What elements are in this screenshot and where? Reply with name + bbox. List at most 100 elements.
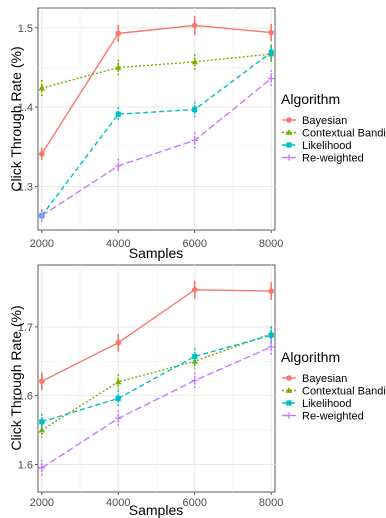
data-point	[191, 58, 198, 65]
x-tick-labels: 2000 4000 6000 8000	[30, 492, 283, 509]
minor-gridlines	[38, 265, 275, 492]
data-point	[268, 332, 274, 338]
chart-top: 1.3 1.4 1.5 2000 4000 6000 8000 Samples Click…	[8, 7, 386, 261]
series-bayesian	[39, 280, 274, 391]
data-point	[191, 357, 198, 364]
legend-key-marker	[285, 129, 293, 135]
legend-key-marker	[286, 117, 292, 123]
data-point	[39, 151, 45, 157]
y-tick-label: 1.5	[18, 23, 33, 35]
x-tick-label: 2000	[30, 497, 54, 509]
legend-key-marker	[286, 400, 292, 406]
data-point	[38, 464, 46, 472]
data-point	[115, 378, 122, 385]
legend-item-bayesian: Bayesian	[282, 115, 347, 127]
chart-bottom: 1.6 1.6 1.7 2000 4000 6000 8000 Samples Click…	[8, 264, 386, 518]
x-tick-label: 4000	[106, 497, 130, 509]
series-line-bayesian	[41, 24, 272, 155]
legend-item-contextual-bandit: Contextual Bandit	[282, 128, 386, 140]
legend-label: Contextual Bandit	[302, 128, 386, 140]
x-axis-title: Samples	[129, 502, 183, 518]
series-re-weighted	[38, 69, 275, 223]
data-point	[38, 212, 46, 219]
legend-label: Likelihood	[302, 398, 352, 410]
y-tick-label: 1.6	[18, 459, 33, 471]
y-tick-labels: 1.6 1.6 1.7	[18, 322, 38, 471]
series-layer	[38, 280, 275, 477]
data-point	[39, 378, 45, 385]
data-point	[267, 75, 275, 82]
data-point	[191, 22, 198, 29]
legend-item-re-weighted: Re-weighted	[282, 411, 364, 423]
y-axis-title: Click Through Rate (%)	[8, 305, 24, 450]
y-tick-label: 1.6	[18, 391, 33, 403]
data-point	[268, 29, 274, 36]
y-tick-label: 1.7	[18, 322, 33, 334]
legend-key-marker	[285, 387, 293, 393]
data-point	[39, 419, 45, 425]
data-point	[115, 395, 121, 402]
data-point	[192, 106, 198, 113]
series-line-re-weighted	[41, 346, 272, 469]
x-tick-label: 8000	[259, 497, 283, 509]
legend-item-contextual-bandit: Contextual Bandit	[282, 386, 386, 398]
legend-item-bayesian: Bayesian	[282, 373, 347, 385]
legend-key-marker	[286, 375, 292, 381]
series-line-re-weighted	[41, 78, 272, 217]
data-point	[115, 339, 122, 346]
x-tick-labels: 2000 4000 6000 8000	[30, 230, 283, 250]
data-point	[38, 426, 46, 433]
data-point	[268, 288, 274, 294]
data-point	[115, 111, 121, 117]
legend-key-marker	[285, 412, 293, 419]
data-point	[192, 353, 198, 360]
legend-title: Algorithm	[281, 91, 340, 107]
legend-label: Re-weighted	[302, 153, 364, 165]
legend-key-marker	[285, 154, 293, 161]
series-bayesian	[39, 15, 274, 161]
y-tick-labels: 1.3 1.4 1.5	[18, 23, 38, 193]
data-point	[115, 64, 122, 70]
x-tick-label: 4000	[106, 238, 130, 250]
data-point	[115, 415, 122, 422]
legend-item-likelihood: Likelihood	[282, 398, 352, 410]
x-tick-label: 6000	[182, 497, 206, 509]
x-tick-label: 2000	[30, 238, 54, 250]
data-point	[267, 343, 275, 351]
legend-label: Likelihood	[302, 140, 352, 152]
y-tick-label: 1.4	[18, 102, 33, 114]
series-line-contextual-bandit	[41, 53, 272, 89]
x-tick-label: 8000	[259, 238, 283, 250]
legend-item-re-weighted: Re-weighted	[282, 153, 364, 165]
legend-label: Re-weighted	[302, 411, 364, 423]
legend-title: Algorithm	[281, 349, 340, 365]
legend-item-likelihood: Likelihood	[282, 140, 352, 152]
data-point	[38, 84, 46, 91]
data-point	[115, 162, 122, 169]
data-point	[115, 30, 122, 37]
legend-key-marker	[286, 142, 292, 148]
legend-label: Bayesian	[302, 115, 347, 127]
x-axis-title: Samples	[129, 245, 183, 261]
series-re-weighted	[38, 338, 275, 477]
legend-label: Contextual Bandit	[302, 386, 386, 398]
series-line-likelihood	[41, 51, 272, 217]
series-line-contextual-bandit	[41, 333, 272, 431]
y-axis-title: Click Through Rate (%)	[8, 46, 24, 191]
data-point	[268, 49, 274, 55]
y-tick-label: 1.3	[18, 181, 33, 193]
minor-gridlines	[38, 8, 275, 230]
x-tick-label: 6000	[182, 238, 206, 250]
data-point	[191, 377, 198, 384]
major-gridlines	[38, 265, 275, 492]
series-likelihood	[39, 326, 274, 431]
series-line-bayesian	[41, 289, 272, 382]
data-point	[191, 137, 198, 144]
data-point	[191, 286, 198, 293]
series-line-likelihood	[41, 334, 272, 423]
